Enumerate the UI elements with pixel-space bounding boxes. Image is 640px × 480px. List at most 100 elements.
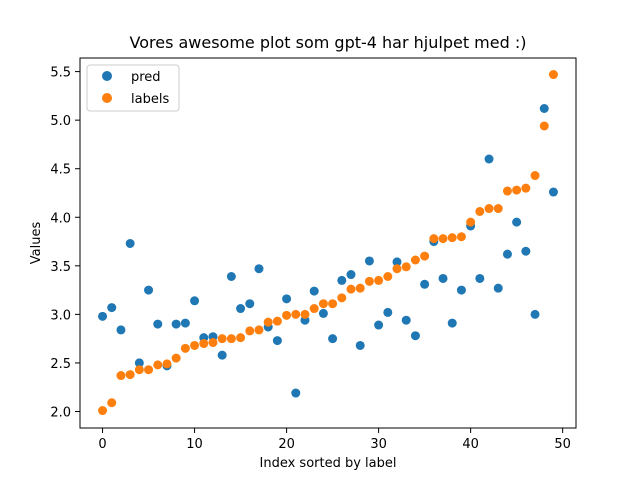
data-point-pred (438, 273, 448, 283)
legend-label-labels: labels (131, 92, 169, 107)
data-point-labels (153, 360, 163, 370)
data-point-labels (383, 272, 393, 282)
data-point-labels (245, 326, 255, 336)
data-point-pred (530, 309, 540, 319)
y-axis-ticks: 2.0 2.5 3.0 3.5 4.0 4.5 5.0 5.5 (50, 66, 80, 420)
data-point-labels (263, 317, 273, 327)
data-point-pred (282, 294, 292, 304)
legend-marker-pred (102, 71, 112, 81)
data-point-labels (328, 299, 338, 309)
data-point-pred (420, 279, 430, 289)
x-axis-label: Index sorted by label (260, 456, 397, 471)
data-point-pred (374, 320, 384, 330)
data-points (98, 70, 558, 416)
data-point-labels (254, 325, 264, 335)
data-point-pred (521, 246, 531, 256)
y-tick-label: 3.5 (50, 260, 71, 275)
data-point-labels (300, 309, 310, 319)
data-point-labels (199, 339, 209, 349)
data-point-pred (226, 272, 236, 282)
data-point-labels (107, 398, 117, 408)
data-point-pred (180, 318, 190, 328)
data-point-labels (521, 183, 531, 193)
plot-frame (79, 57, 577, 429)
data-point-labels (512, 185, 522, 195)
data-point-labels (530, 171, 540, 181)
y-tick-label: 5.0 (50, 114, 71, 129)
data-point-labels (337, 293, 347, 303)
data-point-pred (456, 285, 466, 295)
data-point-pred (98, 311, 108, 321)
data-point-labels (226, 334, 236, 344)
data-point-labels (401, 262, 411, 272)
y-tick-label: 2.0 (50, 405, 71, 420)
data-point-labels (539, 121, 549, 131)
y-axis-label: Values (29, 222, 44, 265)
data-point-pred (502, 249, 512, 259)
data-point-labels (272, 316, 282, 326)
data-point-pred (355, 340, 365, 350)
data-point-labels (438, 234, 448, 244)
data-point-pred (493, 283, 503, 293)
data-point-labels (346, 284, 356, 294)
data-point-labels (374, 275, 384, 285)
data-point-labels (355, 283, 365, 293)
legend: pred labels (86, 64, 180, 112)
data-point-pred (401, 315, 411, 325)
data-point-labels (125, 370, 135, 380)
data-point-pred (134, 358, 144, 368)
data-point-labels (190, 340, 200, 350)
x-tick-label: 10 (186, 437, 203, 452)
data-point-labels (208, 338, 218, 348)
data-point-labels (180, 343, 190, 353)
data-point-pred (383, 307, 393, 317)
data-point-pred (346, 270, 356, 280)
data-point-labels (134, 365, 144, 375)
y-tick-label: 4.5 (50, 163, 71, 178)
data-point-labels (116, 371, 126, 381)
data-point-pred (144, 285, 154, 295)
data-point-pred (107, 303, 117, 313)
data-point-pred (447, 318, 457, 328)
data-point-labels (318, 299, 328, 309)
data-point-pred (328, 334, 338, 344)
data-point-labels (392, 264, 402, 274)
legend-marker-labels (102, 93, 112, 103)
data-point-pred (116, 325, 126, 335)
data-point-pred (190, 296, 200, 306)
data-point-pred (272, 336, 282, 346)
data-point-pred (364, 256, 374, 266)
data-point-pred (254, 264, 264, 274)
data-point-labels (456, 232, 466, 242)
y-tick-label: 5.5 (50, 66, 71, 81)
x-tick-label: 0 (98, 437, 106, 452)
data-point-labels (548, 70, 558, 80)
x-tick-label: 20 (278, 437, 295, 452)
data-point-labels (484, 204, 494, 214)
data-point-pred (410, 331, 420, 341)
data-point-labels (493, 204, 503, 214)
data-point-pred (236, 304, 246, 314)
data-point-labels (429, 234, 439, 244)
y-tick-label: 3.0 (50, 308, 71, 323)
data-point-labels (162, 359, 172, 369)
data-point-labels (282, 310, 292, 320)
data-point-pred (291, 388, 301, 398)
data-point-labels (144, 365, 154, 375)
data-point-labels (502, 186, 512, 196)
data-point-pred (153, 319, 163, 329)
data-point-labels (466, 217, 476, 227)
x-tick-label: 30 (370, 437, 387, 452)
data-point-pred (217, 350, 227, 360)
data-point-labels (364, 276, 374, 286)
data-point-labels (217, 334, 227, 344)
y-tick-label: 4.0 (50, 211, 71, 226)
data-point-pred (484, 154, 494, 164)
data-point-labels (171, 353, 181, 363)
y-tick-label: 2.5 (50, 357, 71, 372)
data-point-pred (318, 308, 328, 318)
data-point-pred (512, 217, 522, 227)
data-point-labels (475, 206, 485, 216)
data-point-pred (392, 257, 402, 267)
